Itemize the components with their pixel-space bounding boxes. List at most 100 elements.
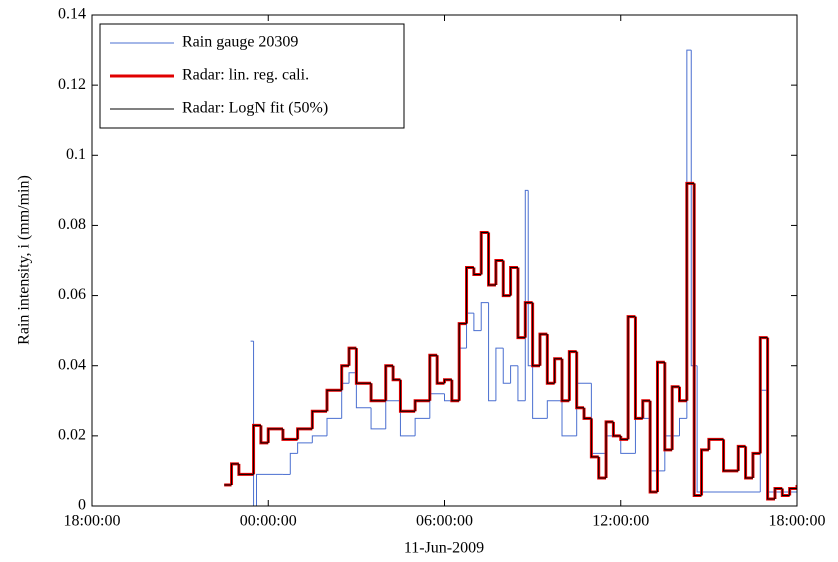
step-segment (341, 365, 350, 391)
axes-box (91, 14, 798, 507)
step-segment (510, 267, 518, 296)
step-segment (679, 386, 687, 402)
step-segment (642, 400, 651, 419)
step-segment (480, 302, 489, 331)
step-segment (620, 435, 636, 454)
step-segment (391, 365, 401, 382)
x-tick-label: 12:00:00 (592, 513, 649, 530)
step-segment (398, 379, 416, 413)
step-segment (414, 417, 430, 436)
step-segment (605, 421, 614, 478)
step-segment (370, 407, 386, 430)
step-segment (696, 365, 761, 493)
y-tick-label: 0.1 (66, 146, 86, 163)
step-segment (634, 316, 643, 419)
y-tick-label: 0.12 (58, 76, 86, 93)
step-segment (297, 428, 313, 440)
x-tick-label: 00:00:00 (240, 513, 297, 530)
step-segment (561, 400, 577, 437)
step-segment (429, 393, 445, 419)
step-segment (664, 362, 673, 451)
step-segment (671, 386, 680, 450)
step-segment (656, 361, 665, 492)
y-tick-label: 0 (78, 497, 86, 514)
step-segment (348, 347, 357, 366)
step-segment (253, 424, 261, 475)
step-segment (354, 348, 372, 385)
step-segment (708, 438, 724, 450)
step-segment (326, 417, 342, 436)
step-segment (458, 323, 467, 401)
step-segment (679, 417, 687, 436)
step-segment (311, 410, 327, 429)
step-segment (583, 407, 592, 419)
step-segment (340, 364, 350, 391)
step-segment (774, 487, 783, 499)
step-segment (399, 379, 416, 412)
step-segment (326, 389, 342, 412)
step-segment (495, 260, 504, 286)
step-segment (766, 337, 775, 501)
step-segment (355, 372, 372, 409)
step-segment (473, 313, 482, 332)
step-segment (289, 452, 298, 475)
step-segment (451, 379, 460, 402)
step-segment (385, 400, 401, 429)
series (224, 181, 797, 501)
step-segment (488, 302, 496, 402)
step-segment (253, 341, 257, 506)
step-segment (554, 358, 562, 384)
y-tick-label: 0.06 (58, 286, 86, 303)
step-segment (355, 348, 372, 384)
step-segment (767, 337, 775, 500)
step-segment (369, 383, 386, 403)
step-segment (502, 348, 511, 384)
step-segment (510, 365, 518, 384)
step-segment (260, 425, 269, 444)
step-segment (532, 365, 548, 419)
step-segment (348, 372, 357, 384)
step-segment (781, 488, 790, 496)
step-segment (686, 182, 695, 401)
step-segment (256, 473, 283, 506)
step-segment (612, 421, 621, 437)
step-segment (589, 418, 599, 459)
step-segment (649, 400, 658, 493)
step-segment (231, 463, 239, 485)
step-segment (297, 442, 313, 454)
step-segment (413, 399, 430, 412)
step-segment (693, 183, 702, 496)
step-segment (473, 267, 482, 276)
step-segment (392, 365, 401, 381)
step-segment (737, 445, 746, 471)
step-segment (701, 449, 709, 496)
step-segment (238, 463, 254, 475)
y-tick-label: 0.14 (58, 6, 86, 23)
step-segment (722, 439, 739, 473)
step-segment (576, 351, 585, 409)
step-segment (480, 231, 489, 275)
step-segment (590, 418, 599, 458)
x-tick-label: 06:00:00 (416, 513, 473, 530)
step-segment (399, 400, 416, 437)
step-segment (310, 409, 327, 429)
legend-label: Radar: LogN fit (50%) (182, 100, 328, 117)
step-segment (611, 421, 621, 438)
step-segment (517, 267, 526, 339)
step-segment (517, 365, 526, 402)
step-segment (568, 351, 577, 401)
step-segment (436, 355, 445, 384)
step-segment (575, 351, 585, 410)
step-segment (707, 437, 724, 450)
x-tick-label: 18:00:00 (64, 513, 121, 530)
x-tick-label: 18:00:00 (769, 513, 826, 530)
step-segment (605, 435, 621, 454)
step-segment (414, 400, 430, 412)
step-segment (237, 463, 254, 476)
y-axis-label: Rain intensity, i (mm/min) (16, 175, 33, 345)
step-segment (495, 347, 504, 401)
step-segment (759, 337, 768, 454)
step-segment (634, 417, 651, 454)
step-segment (723, 439, 739, 472)
